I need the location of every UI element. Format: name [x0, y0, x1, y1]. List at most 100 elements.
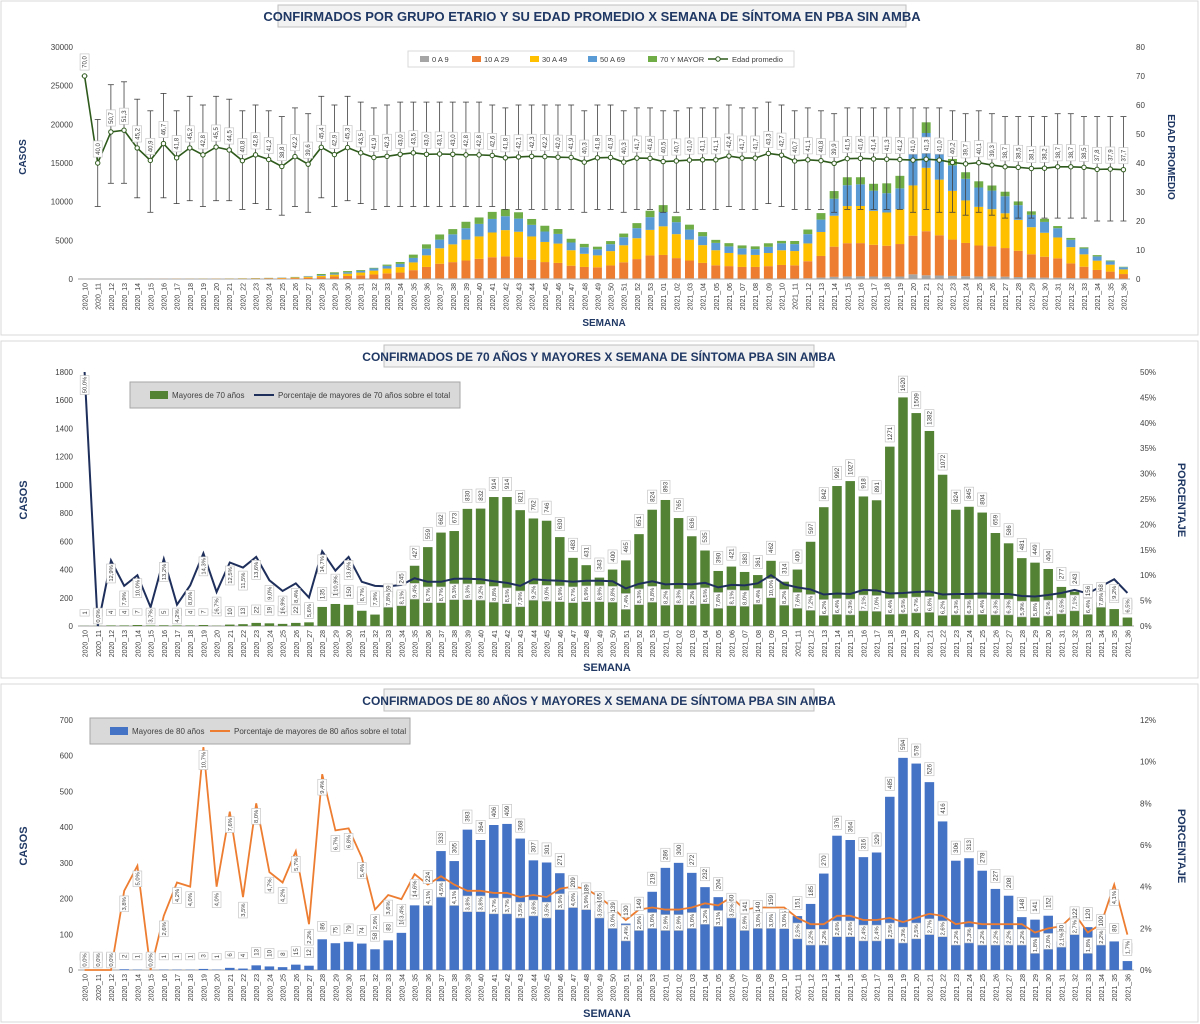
data-label-box: [79, 951, 90, 969]
y2-tick-label: 70: [1136, 72, 1145, 81]
bar-10-a-29: [448, 262, 458, 279]
bar-70-y-mayor: [474, 217, 484, 224]
data-label: 2: [119, 952, 130, 960]
legend-label: 0 A 9: [432, 55, 449, 64]
bar-50-a-69: [1079, 248, 1089, 255]
bar: [436, 851, 446, 970]
x-tick-label: 2020_11: [96, 974, 103, 1001]
data-label: 383: [739, 552, 750, 566]
data-label-box: [1118, 147, 1129, 165]
y2-tick-label: 50: [1136, 130, 1145, 139]
bar-30-a-49: [566, 250, 576, 266]
data-label-box: [594, 585, 605, 602]
x-tick-label: 2020_24: [267, 283, 274, 310]
bar: [1109, 941, 1119, 970]
data-label: 6: [224, 951, 235, 959]
bar-30-a-49: [855, 205, 865, 244]
data-label-text: 140: [755, 901, 762, 912]
data-label-text: 832: [478, 490, 485, 501]
data-label-text: 40,0: [96, 143, 102, 155]
data-label-box: [515, 818, 526, 833]
y2-tick-label: 45%: [1140, 393, 1156, 402]
data-label-text: 83: [385, 923, 392, 930]
data-label-box: [1122, 939, 1133, 956]
data-label: 8,9%: [594, 585, 605, 602]
data-label-text: 7,1%: [1073, 596, 1079, 609]
data-label: 41,2: [895, 137, 905, 154]
x-tick-label: 2021_14: [835, 974, 842, 1001]
data-label-text: 364: [847, 821, 854, 832]
x-tick-label: 2020_37: [438, 283, 445, 310]
bar-10-a-29: [1105, 271, 1115, 279]
data-label: 208: [1003, 875, 1014, 890]
x-tick-label: 2021_32: [1069, 283, 1076, 310]
data-label: 9,2%: [475, 584, 486, 601]
data-label-text: 1509: [913, 393, 920, 407]
bar-70-y-mayor: [553, 229, 563, 234]
bar-0-a-9: [948, 275, 957, 279]
data-label-box: [119, 608, 130, 616]
data-label-box: [343, 560, 354, 580]
data-label-text: 165: [597, 892, 604, 903]
data-label-box: [687, 589, 697, 606]
data-label-text: 0,0%: [96, 953, 102, 966]
data-label-text: 38,5: [1082, 147, 1088, 159]
bar-70-y-mayor: [1066, 237, 1076, 240]
data-label: 6,3%: [990, 598, 1001, 616]
data-label: 832: [475, 488, 486, 503]
data-label-box: [845, 820, 856, 834]
data-label: 13: [251, 947, 262, 958]
x-tick-label: 2020_50: [611, 630, 618, 657]
bar-70-y-mayor: [685, 224, 694, 230]
bar-30-a-49: [1079, 254, 1089, 267]
y2-axis-label: EDAD PROMEDIO: [1165, 114, 1176, 200]
bar: [1109, 609, 1119, 626]
data-label-box: [225, 565, 235, 586]
data-label-box: [515, 901, 525, 919]
data-label-text: 8,8%: [492, 588, 498, 601]
data-label-text: 40,8: [240, 140, 246, 152]
x-tick-label: 2021_07: [740, 283, 747, 310]
point-edad-promedio: [962, 161, 969, 167]
data-label-box: [409, 878, 420, 896]
x-tick-label: 2020_34: [399, 974, 406, 1001]
data-label: 40,5: [658, 139, 668, 156]
data-label-box: [171, 135, 182, 153]
data-label: 45,2: [132, 125, 142, 143]
data-label: 314: [779, 561, 790, 576]
data-label-text: 160: [729, 894, 736, 905]
x-tick-label: 2021_11: [793, 283, 800, 310]
bar-10-a-29: [737, 266, 747, 279]
bar-70-y-mayor: [356, 270, 366, 271]
bar-70-y-mayor: [763, 243, 773, 247]
data-label-box: [1030, 937, 1040, 954]
data-label-box: [858, 837, 869, 852]
bar-30-a-49: [290, 277, 300, 279]
data-label-text: 830: [465, 490, 472, 501]
bar-70-y-mayor: [566, 238, 576, 243]
data-label: 406: [488, 805, 499, 819]
data-label-text: 9,2%: [479, 586, 485, 599]
data-label: 1027: [845, 459, 856, 477]
bar: [898, 757, 908, 970]
point-edad-promedio: [436, 151, 443, 157]
bar-50-a-69: [803, 234, 813, 244]
data-label-box: [225, 816, 235, 833]
bar-0-a-9: [974, 276, 984, 279]
bar: [819, 873, 829, 970]
x-tick-label: 2021_02: [677, 630, 684, 657]
data-label-text: 43,1: [438, 134, 444, 146]
data-label-box: [502, 897, 512, 915]
y-tick-label: 1600: [55, 396, 73, 405]
data-label-text: 2: [121, 954, 128, 958]
data-label-box: [554, 853, 565, 868]
data-label-box: [436, 512, 446, 527]
bar-70-y-mayor: [1053, 226, 1063, 229]
data-label-box: [1079, 144, 1089, 162]
bar-50-a-69: [422, 248, 431, 256]
data-label-box: [686, 516, 697, 531]
data-label-box: [924, 762, 935, 777]
data-label-text: 6: [227, 953, 234, 957]
x-tick-label: 2021_09: [769, 974, 776, 1001]
x-tick-label: 2021_07: [743, 974, 750, 1001]
